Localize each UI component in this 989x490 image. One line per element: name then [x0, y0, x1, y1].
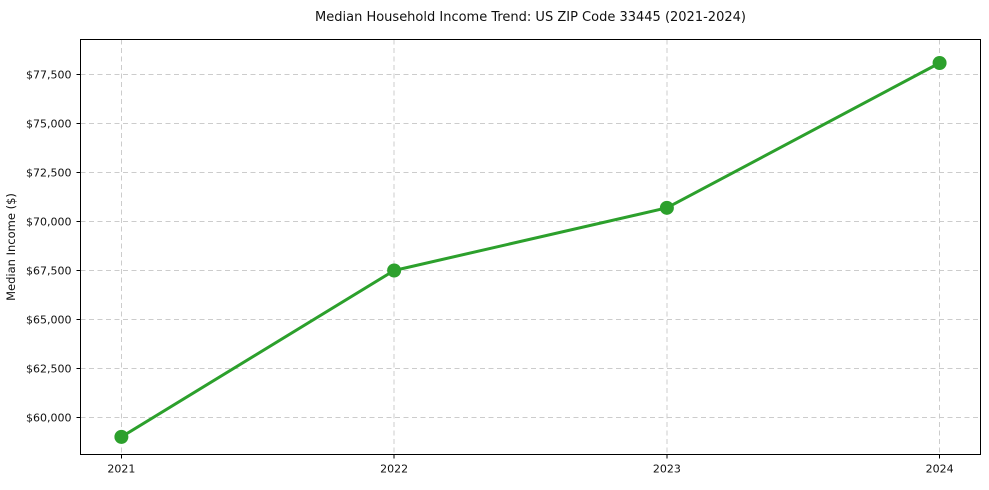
y-tick-label: $60,000 — [26, 411, 72, 424]
y-tick-label: $67,500 — [26, 264, 72, 277]
x-tick-label: 2024 — [926, 463, 954, 476]
plot-border — [80, 39, 981, 455]
x-tick-label: 2023 — [653, 463, 681, 476]
y-tick-label: $75,000 — [26, 118, 72, 131]
tick-labels: $60,000 $62,500 $65,000 $67,500 $70,000 $72,5… — [26, 69, 954, 476]
data-point — [932, 55, 947, 70]
trend-line — [120, 61, 941, 439]
data-point — [114, 429, 129, 444]
x-tick-label: 2022 — [380, 463, 408, 476]
y-axis-label: Median Income ($) — [4, 193, 18, 301]
y-tick-label: $77,500 — [26, 69, 72, 82]
data-series — [114, 55, 947, 444]
gridlines — [80, 39, 981, 455]
data-point — [659, 200, 674, 215]
y-tick-label: $62,500 — [26, 362, 72, 375]
data-point — [387, 263, 402, 278]
axes-frame — [76, 39, 981, 459]
y-tick-label: $70,000 — [26, 216, 72, 229]
y-tick-label: $72,500 — [26, 167, 72, 180]
chart-title: Median Household Income Trend: US ZIP Co… — [315, 10, 746, 25]
x-tick-label: 2021 — [107, 463, 135, 476]
y-tick-label: $65,000 — [26, 313, 72, 326]
